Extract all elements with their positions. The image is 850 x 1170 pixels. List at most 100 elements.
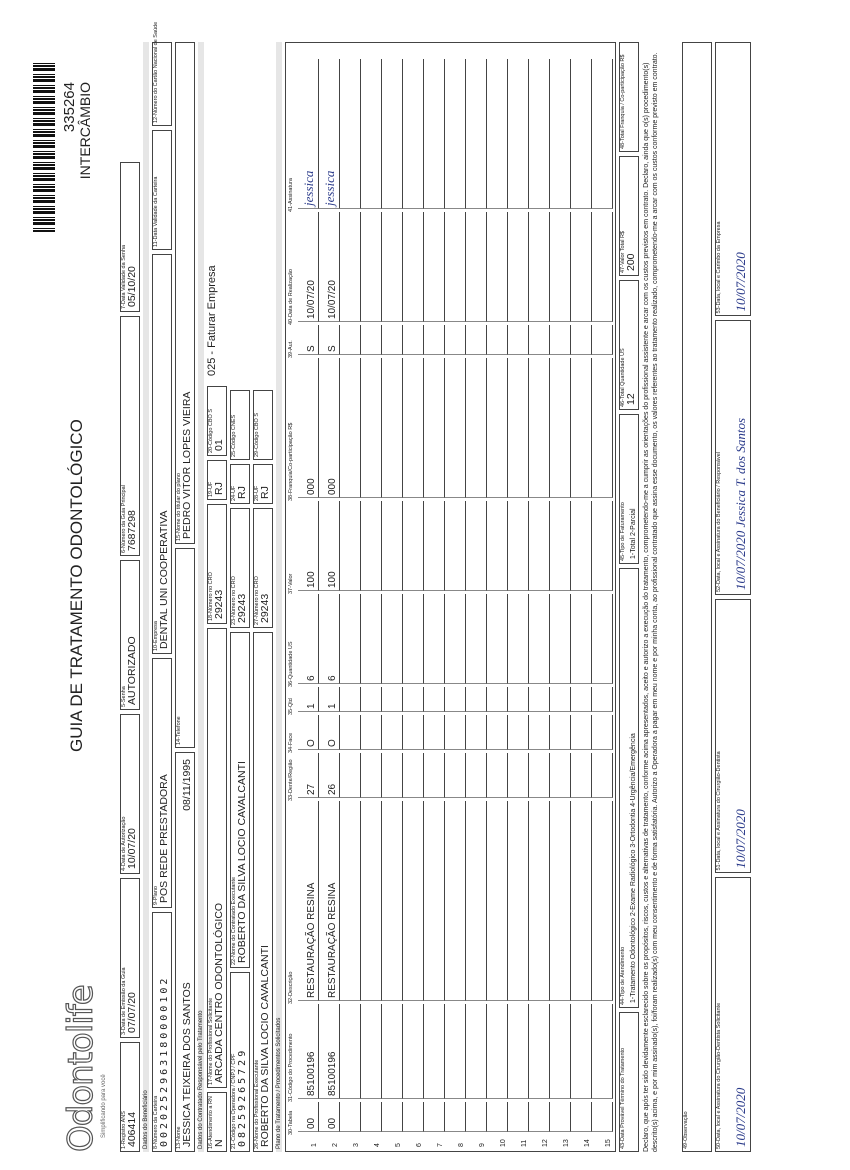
- form-field: 49-Observação: [682, 42, 712, 1152]
- table-cell: [529, 753, 550, 798]
- billing-note: 025 - Faturar Empresa: [206, 265, 218, 376]
- form-field: 43-Data Provável Término do Tratamento: [619, 1012, 639, 1152]
- field-label: 50-Data, local e Assinatura do Cirurgião…: [716, 1002, 722, 1149]
- table-cell: [424, 358, 445, 498]
- form-field: 9-Plano POS REDE PRESTADORA: [152, 658, 172, 908]
- form-field: 17-Nome do Profissional Solicitante ARCAD…: [207, 628, 227, 1088]
- table-cell: [424, 1102, 445, 1132]
- table-cell: [424, 59, 445, 209]
- table-cell: 1: [298, 687, 319, 712]
- table-cell: [508, 1102, 529, 1132]
- table-cell: [592, 325, 613, 355]
- element: 21-Código na Operadora / CNPJ / CPF 08259…: [230, 42, 250, 1152]
- table-cell: [508, 212, 529, 322]
- table-cell: [445, 325, 466, 355]
- table-cell: [550, 801, 571, 1001]
- table-cell: [424, 212, 445, 322]
- table-cell: [487, 1004, 508, 1099]
- table-cell: [550, 501, 571, 591]
- field-label: 29-Código CBO S: [254, 412, 260, 457]
- table-cell: [508, 594, 529, 684]
- table-cell: [550, 753, 571, 798]
- table-cell: [340, 325, 361, 355]
- field-label: 49-Observação: [683, 1111, 689, 1149]
- table-cell: [382, 501, 403, 591]
- field-value: 08259265729: [237, 1047, 248, 1147]
- guide-number: 335264: [61, 82, 78, 133]
- table-cell: [550, 1102, 571, 1132]
- table-cell: [403, 501, 424, 591]
- field-value: AUTORIZADO: [126, 636, 138, 705]
- table-cell: [361, 325, 382, 355]
- form-field: 12-Número do Cartão Nacional de Saúde: [152, 22, 172, 126]
- barcode: [33, 62, 55, 232]
- table-cell: [382, 594, 403, 684]
- field-label: 43-Data Provável Término do Tratamento: [620, 1047, 626, 1149]
- table-cell: [445, 358, 466, 498]
- form-field: 16-Atendimento a RN N: [207, 1092, 227, 1152]
- field-value: 05/10/20: [126, 266, 138, 307]
- table-cell: [424, 325, 445, 355]
- table-cell: [529, 801, 550, 1001]
- table-cell: [424, 715, 445, 750]
- field-label: 53-Data, local e Carimbo da Empresa: [716, 221, 722, 314]
- table-cell: [382, 325, 403, 355]
- table-cell: [361, 1004, 382, 1099]
- table-cell: 2: [332, 1143, 339, 1147]
- table-cell: [340, 358, 361, 498]
- table-cell: [550, 212, 571, 322]
- table-cell: [340, 687, 361, 712]
- table-cell: [466, 594, 487, 684]
- table-cell: [550, 715, 571, 750]
- table-row: 12: [529, 45, 550, 1149]
- table-cell: [487, 325, 508, 355]
- form-field: 53-Data, local e Carimbo da Empresa 10/07…: [715, 42, 751, 317]
- column-header: 39-Aut.: [288, 340, 294, 358]
- table-cell: [403, 594, 424, 684]
- table-cell: 100: [319, 501, 340, 591]
- form-field: 21-Código na Operadora / CNPJ / CPF 08259…: [230, 972, 250, 1152]
- title: GUIA DE TRATAMENTO ODONTOLÓGICO: [67, 419, 86, 752]
- table-cell: [403, 325, 424, 355]
- table-row: 7: [424, 45, 445, 1149]
- table-cell: [487, 715, 508, 750]
- table-cell: [382, 59, 403, 209]
- table-cell: 6: [416, 1143, 423, 1147]
- field-value: RJ: [236, 486, 248, 499]
- field-value: 10/07/20: [126, 828, 138, 869]
- field-value: 10/07/2020: [733, 252, 748, 312]
- table-cell: [550, 59, 571, 209]
- table-cell: [361, 801, 382, 1001]
- table-cell: [403, 59, 424, 209]
- table-cell: [445, 501, 466, 591]
- table-cell: [508, 753, 529, 798]
- table-cell: [403, 1004, 424, 1099]
- table-cell: [382, 715, 403, 750]
- table-cell: [361, 715, 382, 750]
- form-field: 1-Registro ANS 406414: [120, 1042, 140, 1152]
- table-cell: [487, 212, 508, 322]
- table-cell: 10/07/20: [319, 212, 340, 322]
- table-cell: [382, 212, 403, 322]
- form-field: 27-Número no CRO 29243: [253, 508, 273, 628]
- table-cell: S: [298, 325, 319, 355]
- column-header: 41-Assinatura: [288, 178, 294, 212]
- table-row: 13: [550, 45, 571, 1149]
- table-cell: [340, 715, 361, 750]
- table-cell: 27: [298, 753, 319, 798]
- column-header: 35-Qtd: [288, 698, 294, 715]
- table-row: 2 00 85100196 RESTAURAÇÃO RESINA 26 O 1 6 100 000…: [319, 45, 340, 1149]
- field-value: 12: [625, 393, 637, 405]
- table-cell: [361, 59, 382, 209]
- declaration: Declaro, que após ter sido devidamente e…: [643, 52, 659, 1152]
- table-cell: [466, 1102, 487, 1132]
- table-cell: [571, 59, 592, 209]
- table-cell: [508, 801, 529, 1001]
- table-cell: [382, 1004, 403, 1099]
- table-cell: [529, 212, 550, 322]
- table-cell: 10/07/20: [298, 212, 319, 322]
- form: Odontolife Simplificando para você GUIA …: [33, 22, 771, 1153]
- table-cell: [361, 501, 382, 591]
- field-value: 200: [625, 253, 637, 271]
